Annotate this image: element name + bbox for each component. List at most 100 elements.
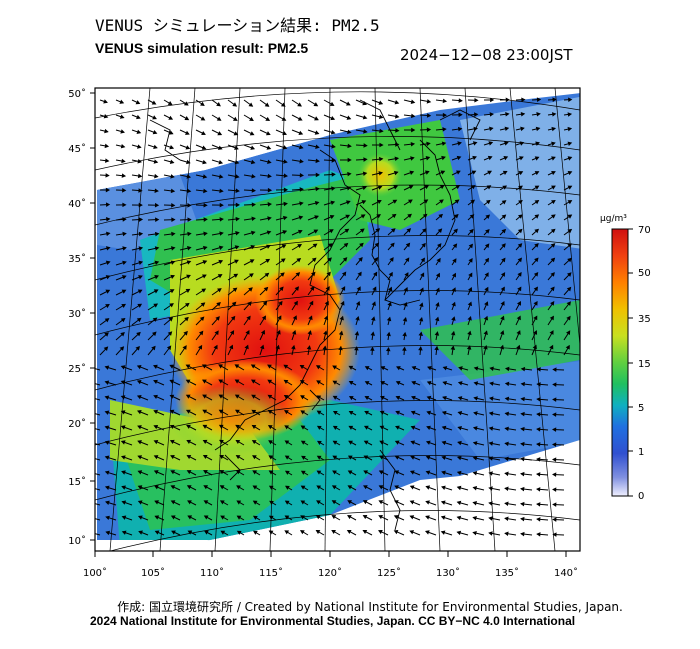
wind-arrowhead: [282, 230, 288, 235]
wind-arrowhead: [218, 409, 224, 414]
wind-arrowhead: [425, 440, 431, 445]
wind-arrowhead: [394, 455, 400, 460]
wind-arrowhead: [341, 271, 347, 277]
wind-arrowhead: [120, 395, 126, 400]
wind-arrowhead: [202, 260, 208, 265]
wind-arrowhead: [151, 345, 156, 351]
wind-arrowhead: [504, 486, 509, 492]
wind-arrowhead: [363, 485, 368, 490]
wind-arrowhead: [168, 130, 174, 135]
lon-label: 125˚: [377, 567, 401, 579]
wind-arrowhead: [171, 217, 176, 222]
wind-arrowhead: [170, 470, 175, 475]
wind-arrowhead: [89, 441, 92, 444]
wind-arrowhead: [235, 439, 241, 445]
wind-arrow: [95, 458, 101, 461]
wind-arrowhead: [484, 257, 490, 263]
wind-arrowhead: [436, 257, 441, 263]
wind-arrowhead: [186, 174, 192, 179]
wind-arrowhead: [472, 441, 478, 446]
wind-arrowhead: [170, 515, 176, 520]
wind-arrowhead: [316, 410, 322, 415]
wind-arrowhead: [551, 112, 557, 117]
lat-label: 15˚: [68, 476, 86, 488]
wind-arrowhead: [137, 455, 143, 460]
wind-arrowhead: [138, 188, 143, 193]
wind-arrowhead: [316, 425, 322, 430]
wind-arrowhead: [437, 228, 443, 233]
wind-arrowhead: [378, 529, 383, 535]
wind-arrowhead: [267, 364, 272, 369]
wind-arrowhead: [504, 141, 509, 146]
wind-arrow: [95, 488, 101, 491]
wind-arrowhead: [404, 272, 409, 277]
wind-arrowhead: [504, 396, 510, 402]
wind-arrowhead: [213, 344, 218, 350]
wind-arrowhead: [106, 217, 111, 222]
wind-arrowhead: [457, 396, 463, 401]
wind-arrowhead: [324, 300, 329, 306]
wind-arrowhead: [426, 141, 431, 147]
wind-arrowhead: [378, 114, 384, 120]
wind-arrowhead: [307, 330, 312, 335]
wind-arrowhead: [358, 257, 363, 262]
wind-arrowhead: [488, 426, 494, 431]
wind-arrowhead: [346, 101, 351, 106]
wind-arrowhead: [312, 243, 318, 248]
wind-arrowhead: [501, 228, 507, 234]
wind-arrowhead: [426, 380, 432, 386]
wind-arrowhead: [218, 245, 224, 250]
wind-arrowhead: [409, 530, 415, 535]
wind-arrowhead: [488, 141, 494, 146]
wind-arrowhead: [136, 331, 141, 337]
wind-arrowhead: [411, 127, 416, 133]
wind-arrowhead: [504, 366, 510, 372]
wind-arrowhead: [534, 257, 539, 263]
wind-arrowhead: [331, 500, 337, 505]
forecast-datetime: 2024−12−08 23:00JST: [400, 46, 573, 64]
wind-arrowhead: [316, 470, 322, 475]
wind-arrowhead: [313, 229, 319, 234]
wind-arrowhead: [153, 455, 159, 460]
wind-arrowhead: [248, 102, 254, 107]
wind-arrowhead: [402, 317, 408, 322]
wind-arrowhead: [201, 288, 207, 293]
wind-arrowhead: [327, 257, 332, 262]
wind-arrowhead: [232, 116, 238, 121]
wind-arrowhead: [410, 425, 416, 430]
wind-arrowhead: [137, 470, 143, 475]
wind-arrowhead: [105, 246, 111, 251]
wind-arrowhead: [520, 531, 525, 537]
wind-arrowhead: [153, 394, 158, 400]
wind-arrowhead: [154, 530, 160, 535]
wind-arrowhead: [438, 213, 444, 219]
colorbar-unit: μg/m³: [600, 214, 627, 224]
wind-arrowhead: [442, 381, 448, 386]
wind-arrowhead: [186, 260, 192, 265]
wind-arrowhead: [426, 127, 432, 132]
wind-arrowhead: [314, 200, 320, 206]
wind-arrowhead: [520, 126, 525, 132]
wind-arrow: [95, 443, 101, 446]
wind-arrowhead: [533, 286, 538, 292]
wind-arrowhead: [170, 260, 176, 265]
wind-arrowhead: [103, 114, 109, 119]
wind-arrowhead: [138, 217, 144, 222]
wind-arrowhead: [119, 99, 125, 104]
wind-arrowhead: [280, 272, 285, 277]
wind-arrowhead: [379, 410, 385, 415]
wind-arrowhead: [121, 303, 127, 308]
wind-arrowhead: [488, 516, 493, 521]
wind-arrowhead: [441, 470, 446, 475]
wind-arrowhead: [551, 185, 556, 190]
wind-arrowhead: [119, 346, 125, 351]
wind-arrowhead: [357, 271, 362, 277]
wind-arrowhead: [294, 286, 300, 291]
wind-arrowhead: [331, 158, 336, 163]
wind-arrow: [95, 503, 101, 506]
wind-arrowhead: [518, 185, 523, 190]
wind-arrowhead: [550, 214, 556, 219]
wind-arrowhead: [154, 188, 159, 193]
wind-arrowhead: [410, 440, 416, 445]
wind-arrowhead: [439, 199, 444, 204]
